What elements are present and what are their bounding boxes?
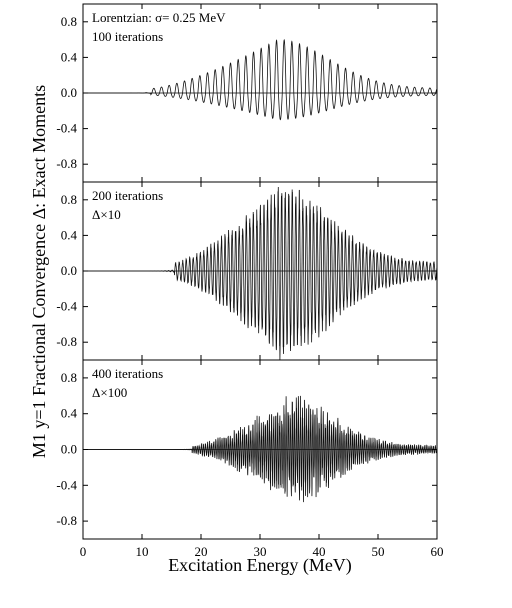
panel-annotation: 400 iterations xyxy=(92,366,163,381)
y-tick-label: 0.0 xyxy=(61,263,77,278)
panel-annotation: Lorentzian: σ= 0.25 MeV xyxy=(92,10,226,25)
x-tick-label: 10 xyxy=(136,544,149,559)
y-tick-label: -0.4 xyxy=(56,477,77,492)
y-tick-label: 0.4 xyxy=(61,227,78,242)
panel-annotation: Δ×10 xyxy=(92,207,121,222)
x-tick-label: 20 xyxy=(195,544,208,559)
x-tick-label: 30 xyxy=(254,544,267,559)
y-tick-label: -0.4 xyxy=(56,121,77,136)
y-axis-title: M1 y=1 Fractional Convergence Δ: Exact M… xyxy=(29,85,49,458)
y-tick-label: -0.4 xyxy=(56,299,77,314)
x-tick-label: 50 xyxy=(372,544,385,559)
y-tick-label: -0.8 xyxy=(56,513,77,528)
panel-annotation: 200 iterations xyxy=(92,188,163,203)
y-tick-label: -0.8 xyxy=(56,156,77,171)
panel-2: 0.8 0.4 0.0 -0.4 -0.8 200 iterations Δ×10 xyxy=(56,181,438,361)
y-tick-label: 0.0 xyxy=(61,442,77,457)
y-tick-label: 0.8 xyxy=(61,370,77,385)
y-tick-label: 0.4 xyxy=(61,406,78,421)
x-tick-label: 40 xyxy=(313,544,326,559)
x-tick-label: 60 xyxy=(431,544,444,559)
series-trace-3 xyxy=(83,395,437,503)
panel-1: 0.8 0.4 0.0 -0.4 -0.8 Lorentzian: σ= 0.25 MeV… xyxy=(56,3,438,183)
series-trace-1 xyxy=(83,38,437,121)
panel-3: 0.8 0.4 0.0 -0.4 -0.8 400 iterations Δ×100 xyxy=(56,359,438,540)
x-tick-label: 0 xyxy=(80,544,87,559)
series-trace-2 xyxy=(83,187,437,360)
panel-annotation: Δ×100 xyxy=(92,385,127,400)
y-tick-label: 0.8 xyxy=(61,14,77,29)
y-tick-label: 0.8 xyxy=(61,192,77,207)
x-axis-title: Excitation Energy (MeV) xyxy=(168,555,352,576)
y-tick-label: 0.4 xyxy=(61,49,78,64)
panel-annotation: 100 iterations xyxy=(92,29,163,44)
y-tick-label: 0.0 xyxy=(61,85,77,100)
y-tick-label: -0.8 xyxy=(56,334,77,349)
